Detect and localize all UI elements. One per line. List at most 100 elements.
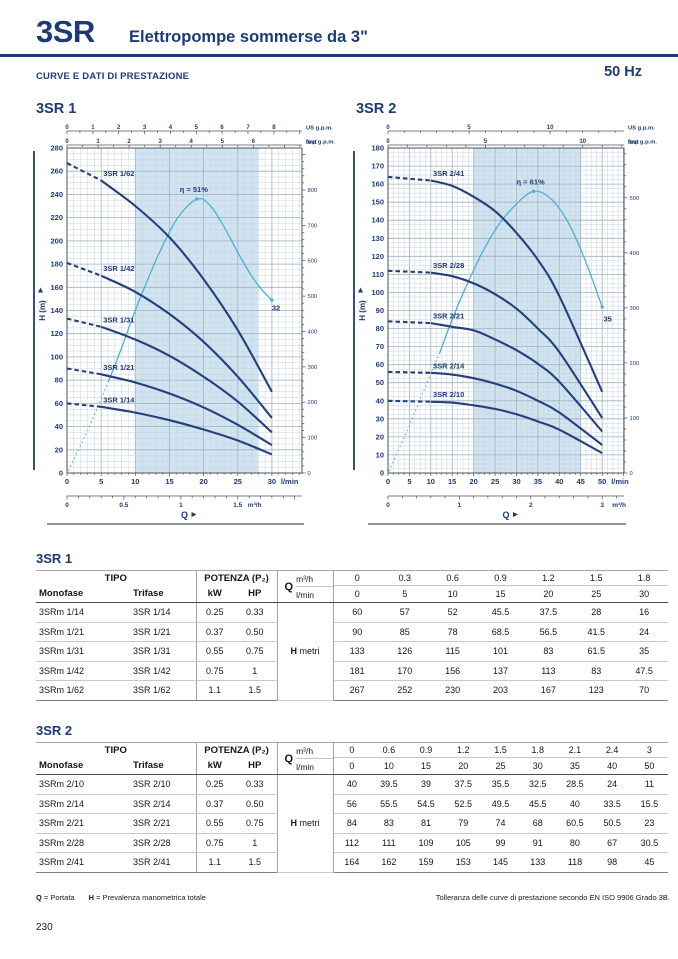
chart-element: 70	[376, 342, 384, 351]
chart-element	[430, 179, 604, 393]
model-trifase: 3SR 1/14	[130, 602, 197, 623]
pump-curve-3sr-1-31: 3SR 1/31	[66, 315, 273, 434]
hp-value: 0.50	[233, 622, 278, 642]
chart-canvas: 0 5 10 US g.p.m.0 5 10 Imp g.p.m.0100200300400…	[353, 125, 657, 525]
table-row: 3SRm 1/21 3SR 1/21 0.37 0.50 90 85 78 68.5 56.5 4…	[36, 622, 669, 642]
model-monofase: 3SRm 2/28	[36, 833, 130, 853]
pump-curve-3sr-2-10: 3SR 2/10	[387, 390, 603, 455]
chart-element: 5	[484, 139, 488, 145]
h-value: 79	[444, 813, 482, 834]
q-lmin-value: 20	[444, 757, 482, 775]
chart-element: 3SR 2/21	[433, 312, 464, 321]
table-cell: m³/h l/min	[296, 744, 333, 774]
h-value: 113	[524, 661, 573, 681]
table-row: 3SRm 1/14 3SR 1/14 0.25 0.33 H metri 60 57 52 45…	[36, 602, 669, 701]
chart-element: 60	[376, 360, 384, 369]
chart-element: 35	[534, 477, 542, 486]
h-value: 52.5	[444, 794, 482, 814]
h-value: 49.5	[481, 794, 520, 814]
kw-value: 0.37	[196, 622, 234, 642]
col-hp: HP	[233, 585, 278, 603]
h-value: 252	[380, 680, 429, 701]
col-group-potenza: POTENZA (P₂)	[196, 741, 278, 758]
m3h-axis: 0 1 2 3 m³/h	[386, 495, 626, 509]
chart-element: Q	[502, 510, 509, 520]
h-value: 35.5	[481, 774, 520, 795]
chart-element: l/min	[611, 477, 629, 486]
h-value: 24	[593, 774, 631, 795]
q-m3h-value: 1.2	[444, 741, 482, 759]
chart-element: 3	[600, 502, 604, 509]
q-m3h-value: 0.9	[407, 741, 445, 759]
chart-element: 180	[371, 144, 384, 153]
hp-value: 1	[233, 833, 278, 853]
h-axis-labels: 0 10 20 30 40 50 60 70 80 90 100 110 120 130 140 150 160…	[371, 144, 384, 478]
feet-axis: 0 100 200 300 400 500 feet	[624, 140, 639, 477]
us-gpm-axis: 0 5 10 US g.p.m.	[386, 125, 655, 135]
chart-element: 20	[470, 477, 478, 486]
chart-element: 1.5	[233, 502, 242, 509]
model-trifase: 3SR 1/31	[130, 641, 197, 662]
chart-element: 32	[272, 304, 280, 313]
table-title-3sr2: 3SR 2	[36, 723, 73, 738]
chart-element: 5	[195, 125, 199, 131]
h-value: 78	[428, 622, 477, 642]
model-trifase: 3SR 2/41	[130, 852, 197, 873]
chart-element	[100, 325, 273, 434]
chart-element: 100	[308, 436, 318, 442]
chart-element: 110	[372, 270, 384, 279]
hp-value: 1	[233, 661, 278, 681]
q-lmin-value: 5	[380, 585, 429, 603]
chart-element	[101, 405, 273, 456]
chart-element: 10	[427, 477, 435, 486]
pump-curve-3sr-1-14: 3SR 1/14	[66, 395, 273, 456]
model-monofase: 3SRm 2/41	[36, 852, 130, 873]
q-symbol: Q	[284, 580, 294, 593]
chart-element: 150	[371, 198, 384, 207]
table-row: 3SRm 1/62 3SR 1/62 1.1 1.5 267 252 230 203 167 12…	[36, 680, 669, 701]
chart-element: US g.p.m.	[306, 126, 333, 132]
model-monofase: 3SRm 1/62	[36, 680, 130, 701]
q-m3h-value: 2.4	[593, 741, 631, 759]
q-lmin-value: 30	[620, 585, 669, 603]
h-metri-cell: H metri	[277, 774, 334, 873]
chart-element: 140	[371, 216, 384, 225]
chart-element: 140	[50, 306, 63, 315]
hp-value: 0.50	[233, 794, 278, 814]
model-trifase: 3SR 2/28	[130, 833, 197, 853]
chart-element: 0	[386, 477, 390, 486]
hp-value: 1.5	[233, 680, 278, 701]
h-value: 99	[481, 833, 520, 853]
h-value: 164	[333, 852, 371, 873]
chart-element: m³/h	[612, 502, 626, 509]
chart-element: l/min	[281, 477, 299, 486]
h-value: 23	[630, 813, 668, 834]
chart-element: 3SR 2/28	[433, 261, 464, 270]
chart-element	[430, 371, 603, 446]
chart-element	[513, 512, 518, 517]
chart-element: 45	[577, 477, 585, 486]
chart-element	[66, 261, 102, 277]
chart-element: 40	[555, 477, 563, 486]
q-unit-m3h: m³/h	[296, 744, 333, 759]
m3h-axis: 0 0.5 1 1.5 m³/h	[65, 495, 302, 509]
chart-element: 240	[50, 190, 63, 199]
col-group-tipo: TIPO	[36, 569, 197, 586]
h-value: 123	[572, 680, 621, 701]
col-monofase: Monofase	[36, 757, 130, 775]
pump-curve-3sr-1-21: 3SR 1/21	[66, 363, 273, 447]
imp-gpm-axis: 0 1 2 3 4 5 6 Imp g.p.m.	[65, 139, 335, 149]
pump-curve-3sr-1-42: 3SR 1/42	[66, 261, 273, 419]
model-trifase: 3SR 2/10	[130, 774, 197, 795]
chart-element: m³/h	[248, 502, 262, 509]
col-kw: kW	[196, 757, 234, 775]
legend: Q = Portata H = Prevalenza manometrica to…	[36, 893, 206, 902]
